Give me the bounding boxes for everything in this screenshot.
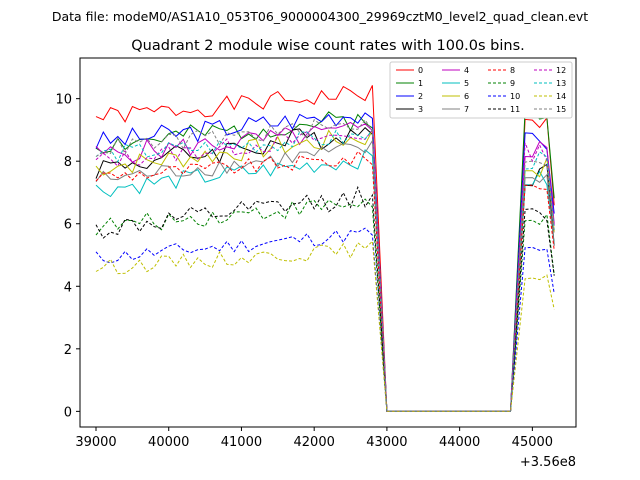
legend-label-4: 4 xyxy=(464,66,469,75)
y-tick-label: 10 xyxy=(55,93,72,108)
plot-area xyxy=(79,57,577,428)
series-line-14 xyxy=(95,240,555,412)
y-axis: 0 2 4 6 8 10 xyxy=(55,93,80,420)
x-axis: 39000 40000 41000 42000 43000 44000 45000 xyxy=(75,427,553,450)
legend-label-13: 13 xyxy=(556,79,566,88)
legend-label-3: 3 xyxy=(418,105,423,114)
series-line-7 xyxy=(95,139,555,412)
legend-label-1: 1 xyxy=(418,79,423,88)
chart-title: Quadrant 2 module wise count rates with … xyxy=(131,38,525,54)
series-line-15 xyxy=(95,119,555,412)
legend-label-10: 10 xyxy=(510,92,520,101)
series-line-11 xyxy=(95,185,555,412)
legend-label-0: 0 xyxy=(418,66,423,75)
y-tick-label: 2 xyxy=(64,343,72,358)
y-tick-label: 0 xyxy=(64,405,72,420)
x-tick-label: 45000 xyxy=(512,435,553,450)
y-tick-label: 4 xyxy=(64,280,72,295)
legend-label-14: 14 xyxy=(556,92,566,101)
legend-label-2: 2 xyxy=(418,92,423,101)
legend-label-8: 8 xyxy=(510,66,515,75)
series-line-5 xyxy=(95,149,555,412)
x-tick-label: 40000 xyxy=(148,435,189,450)
y-tick-label: 8 xyxy=(64,155,72,170)
series-line-13 xyxy=(95,128,555,412)
x-tick-label: 41000 xyxy=(221,435,262,450)
legend-label-5: 5 xyxy=(464,79,469,88)
x-tick-label: 42000 xyxy=(294,435,335,450)
series-line-12 xyxy=(95,128,555,412)
legend-frame xyxy=(389,61,573,119)
x-tick-label: 39000 xyxy=(75,435,116,450)
x-tick-label: 43000 xyxy=(366,435,407,450)
x-offset-label: +3.56e8 xyxy=(520,455,576,470)
series-line-2 xyxy=(95,112,555,412)
legend-label-12: 12 xyxy=(556,66,566,75)
axes-frame xyxy=(79,57,577,428)
series-layer xyxy=(95,85,555,412)
chart-suptitle: Data file: modeM0/AS1A10_053T06_90000043… xyxy=(52,9,588,24)
legend-label-15: 15 xyxy=(556,105,566,114)
series-line-8 xyxy=(95,150,555,412)
legend-label-7: 7 xyxy=(464,105,469,114)
series-line-9 xyxy=(95,198,555,412)
legend-label-11: 11 xyxy=(510,105,520,114)
x-tick-label: 44000 xyxy=(439,435,480,450)
series-line-6 xyxy=(95,128,555,412)
legend-label-6: 6 xyxy=(464,92,469,101)
legend-label-9: 9 xyxy=(510,79,515,88)
y-tick-label: 6 xyxy=(64,218,72,233)
